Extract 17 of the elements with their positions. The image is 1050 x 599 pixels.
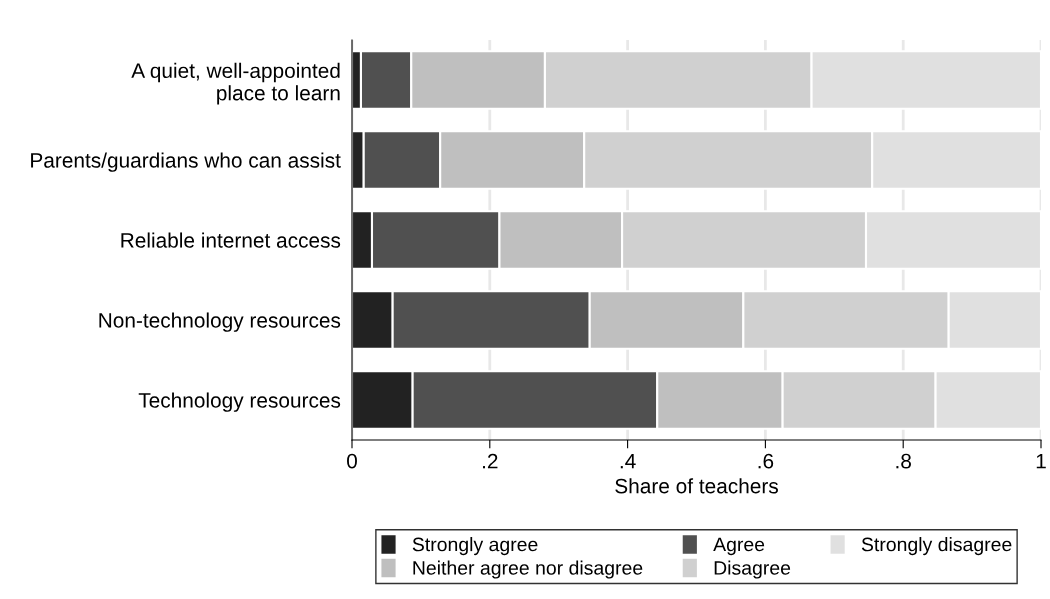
legend-label: Neither agree nor disagree	[413, 560, 643, 579]
x-tick-label: .4	[620, 453, 636, 469]
x-axis-title: Share of teachers	[615, 478, 778, 494]
legend-label: Disagree	[714, 560, 791, 579]
y-tick-label: Technology resources	[138, 392, 341, 412]
y-tick-label: Non-technology resources	[99, 312, 341, 332]
legend-label: Agree	[713, 537, 765, 556]
y-tick-label: A quiet, well-appointed place to learn	[131, 62, 340, 105]
x-tick-label: .6	[758, 453, 774, 469]
x-tick-label: 0	[347, 453, 357, 469]
x-tick-label: .8	[896, 453, 911, 469]
x-tick-label: 1	[1036, 453, 1046, 469]
x-tick-label: .2	[483, 453, 498, 469]
legend-label: Strongly agree	[412, 537, 538, 556]
y-tick-label: Reliable internet access	[121, 232, 341, 248]
legend-label: Strongly disagree	[861, 537, 1012, 556]
y-tick-label: Parents/guardians who can assist	[31, 152, 341, 172]
